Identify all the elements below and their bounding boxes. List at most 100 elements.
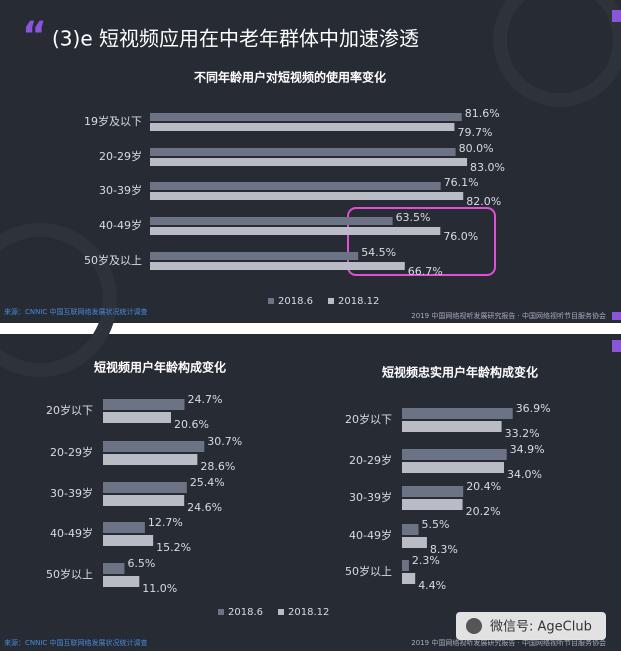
slide-2 bbox=[0, 334, 621, 651]
value-label: 11.0% bbox=[142, 582, 177, 595]
value-label: 24.6% bbox=[187, 501, 222, 514]
category-label: 50岁以上 bbox=[46, 567, 93, 581]
value-label: 54.5% bbox=[361, 246, 396, 259]
bar bbox=[150, 113, 462, 121]
legend-swatch bbox=[218, 609, 224, 615]
bar bbox=[150, 192, 464, 200]
bar bbox=[150, 182, 441, 190]
value-label: 76.0% bbox=[443, 230, 478, 243]
category-label: 50岁及以上 bbox=[84, 253, 142, 267]
category-label: 19岁及以下 bbox=[84, 114, 142, 128]
bar bbox=[402, 499, 463, 510]
bar bbox=[402, 462, 504, 473]
category-label: 40-49岁 bbox=[99, 218, 142, 232]
accent bbox=[612, 340, 621, 352]
category-label: 40-49岁 bbox=[349, 528, 392, 542]
watermark: 微信号: AgeClub bbox=[490, 620, 592, 635]
bar bbox=[150, 148, 456, 156]
value-label: 79.7% bbox=[457, 126, 492, 139]
bar bbox=[402, 421, 502, 432]
bar bbox=[150, 252, 359, 260]
category-label: 30-39岁 bbox=[349, 490, 392, 504]
value-label: 81.6% bbox=[465, 107, 500, 120]
value-label: 20.6% bbox=[174, 418, 209, 431]
value-label: 33.2% bbox=[505, 427, 540, 440]
category-label: 20岁以下 bbox=[46, 403, 93, 417]
value-label: 63.5% bbox=[396, 211, 431, 224]
source: 来源：CNNIC 中国互联网络发展状况统计调查 bbox=[4, 307, 148, 316]
decoration bbox=[0, 223, 117, 377]
value-label: 20.2% bbox=[466, 505, 501, 518]
bar bbox=[402, 573, 416, 584]
chart-title: 不同年龄用户对短视频的使用率变化 bbox=[194, 70, 386, 85]
credit: 2019 中国网络视听发展研究报告 · 中国网络视听节目服务协会 bbox=[411, 638, 606, 647]
bar bbox=[103, 535, 154, 546]
legend-swatch bbox=[278, 609, 284, 615]
value-label: 30.7% bbox=[207, 435, 242, 448]
legend-label: 2018.6 bbox=[228, 607, 263, 618]
bar bbox=[103, 399, 185, 410]
bar bbox=[103, 576, 140, 587]
category-label: 20-29岁 bbox=[349, 453, 392, 467]
value-label: 15.2% bbox=[156, 541, 191, 554]
value-label: 83.0% bbox=[470, 161, 505, 174]
bar bbox=[150, 158, 468, 166]
chart-title: 短视频用户年龄构成变化 bbox=[94, 360, 226, 375]
bar bbox=[150, 262, 405, 270]
bar bbox=[103, 412, 171, 423]
value-label: 2.3% bbox=[412, 554, 440, 567]
value-label: 4.4% bbox=[418, 579, 446, 592]
category-label: 30-39岁 bbox=[50, 486, 93, 500]
value-label: 34.0% bbox=[507, 468, 542, 481]
category-label: 30-39岁 bbox=[99, 183, 142, 197]
category-label: 40-49岁 bbox=[50, 526, 93, 540]
category-label: 20岁以下 bbox=[345, 412, 392, 426]
source: 来源：CNNIC 中国互联网络发展状况统计调查 bbox=[4, 638, 148, 647]
value-label: 76.1% bbox=[444, 176, 479, 189]
value-label: 34.9% bbox=[510, 443, 545, 456]
wechat-icon bbox=[466, 618, 482, 634]
chart-title: 短视频忠实用户年龄构成变化 bbox=[382, 365, 538, 380]
value-label: 66.7% bbox=[408, 265, 443, 278]
bar bbox=[402, 449, 507, 460]
category-label: 20-29岁 bbox=[99, 149, 142, 163]
bar bbox=[150, 227, 441, 235]
bar bbox=[402, 524, 419, 535]
value-label: 8.3% bbox=[430, 543, 458, 556]
category-label: 50岁以上 bbox=[345, 564, 392, 578]
bar bbox=[402, 560, 409, 571]
value-label: 12.7% bbox=[148, 516, 183, 529]
slide-header: (3)e 短视频应用在中老年群体中加速渗透 bbox=[52, 27, 419, 51]
value-label: 25.4% bbox=[190, 476, 225, 489]
quote-mark: “ bbox=[22, 14, 47, 58]
accent bbox=[612, 312, 621, 320]
bar bbox=[103, 563, 125, 574]
value-label: 24.7% bbox=[188, 393, 223, 406]
credit: 2019 中国网络视听发展研究报告 · 中国网络视听节目服务协会 bbox=[411, 311, 606, 320]
legend-swatch bbox=[328, 298, 334, 304]
value-label: 6.5% bbox=[127, 557, 155, 570]
value-label: 36.9% bbox=[516, 402, 551, 415]
bar bbox=[402, 537, 427, 548]
bar bbox=[402, 408, 513, 419]
value-label: 82.0% bbox=[466, 195, 501, 208]
bar bbox=[103, 441, 205, 452]
legend-label: 2018.12 bbox=[288, 607, 329, 618]
bar bbox=[103, 482, 187, 493]
watermark-bg bbox=[456, 612, 606, 640]
value-label: 20.4% bbox=[466, 480, 501, 493]
bar bbox=[150, 123, 455, 131]
legend-label: 2018.12 bbox=[338, 296, 379, 307]
category-label: 20-29岁 bbox=[50, 445, 93, 459]
bar bbox=[150, 217, 393, 225]
value-label: 80.0% bbox=[459, 142, 494, 155]
value-label: 5.5% bbox=[422, 518, 450, 531]
accent bbox=[612, 10, 621, 22]
bar bbox=[103, 495, 185, 506]
decoration bbox=[493, 0, 621, 107]
bar bbox=[103, 454, 198, 465]
bar bbox=[103, 522, 145, 533]
bar bbox=[402, 486, 464, 497]
legend-label: 2018.6 bbox=[278, 296, 313, 307]
